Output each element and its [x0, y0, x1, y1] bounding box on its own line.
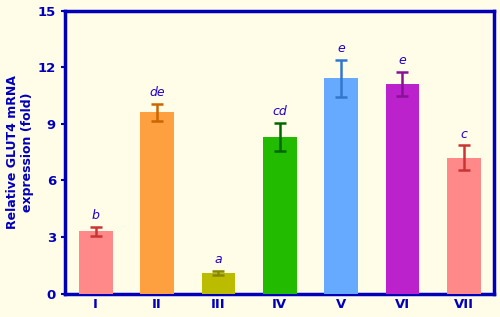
Bar	[79, 231, 112, 294]
Text: de: de	[149, 86, 165, 99]
Bar	[140, 113, 174, 294]
Bar	[263, 137, 296, 294]
Text: b: b	[92, 209, 100, 222]
Bar	[447, 158, 480, 294]
Text: e: e	[398, 54, 406, 67]
Bar	[202, 273, 235, 294]
Bar	[324, 79, 358, 294]
Bar	[386, 84, 420, 294]
Text: e: e	[337, 42, 345, 55]
Y-axis label: Relative GLUT4 mRNA
expression (fold): Relative GLUT4 mRNA expression (fold)	[6, 75, 34, 229]
Text: cd: cd	[272, 105, 287, 118]
Text: a: a	[214, 253, 222, 266]
Text: c: c	[460, 128, 467, 141]
